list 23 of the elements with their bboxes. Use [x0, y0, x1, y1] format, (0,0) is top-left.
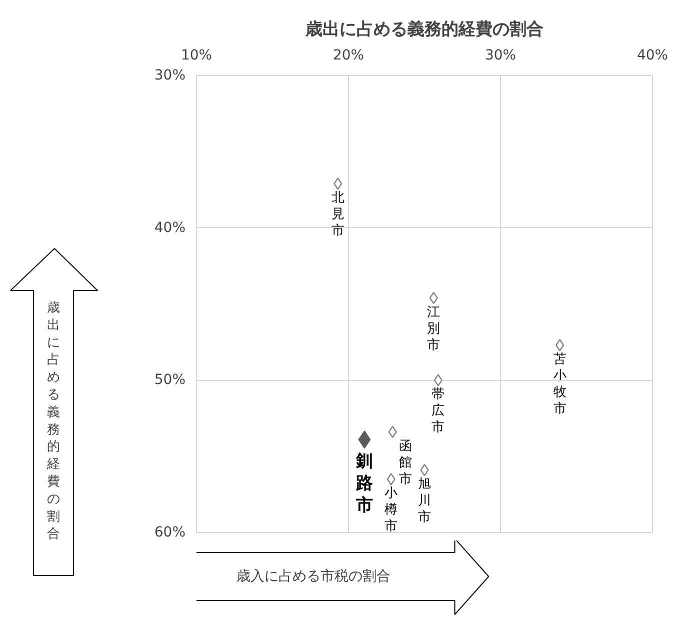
- point: [334, 178, 342, 190]
- annotation: 北見市: [331, 190, 344, 239]
- annotation: 江別市: [427, 304, 440, 353]
- chart-title: 歳出に占める義務的経費の割合: [304, 20, 544, 40]
- x-tick-label: 20%: [332, 48, 364, 64]
- y-tick-label: 50%: [154, 372, 186, 388]
- x-tick-label: 30%: [484, 48, 516, 64]
- point: [386, 473, 396, 486]
- y-tick-label: 60%: [154, 524, 186, 540]
- annotation: 旭川市: [418, 477, 431, 526]
- y-tick-label: 30%: [154, 68, 186, 84]
- point: [434, 374, 442, 386]
- y-tick-label: 40%: [154, 220, 186, 236]
- annotation: 函館市: [399, 438, 412, 487]
- x-tick-label: 10%: [180, 48, 212, 64]
- annotation: 帯広市: [432, 387, 445, 436]
- annotation: 釧路市: [354, 452, 373, 516]
- x-axis-title: 歳入に占める市税の割合: [236, 568, 391, 584]
- point: [358, 430, 371, 449]
- point: [556, 339, 564, 352]
- annotation: 小樽市: [384, 486, 398, 534]
- x-tick-label: 40%: [636, 48, 668, 64]
- text: 歳出に占める義務的経費の割合: [47, 300, 60, 542]
